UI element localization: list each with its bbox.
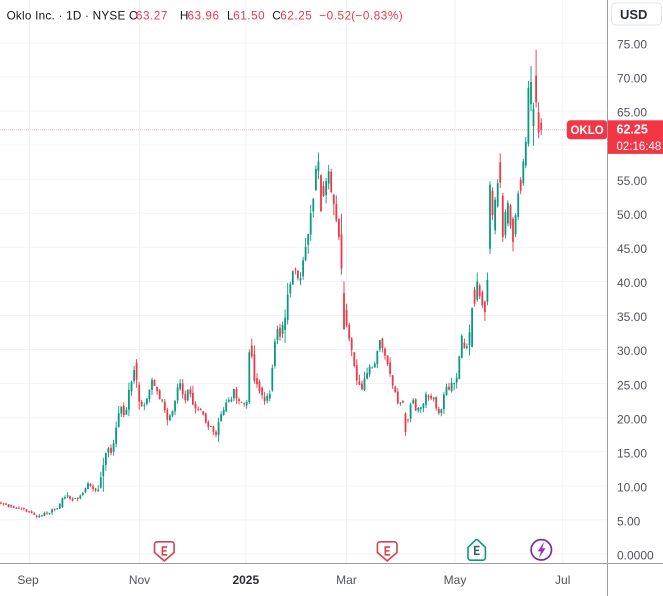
svg-text:2025: 2025 [232,573,259,587]
svg-text:63.96: 63.96 [188,9,220,22]
svg-text:(−0.83%): (−0.83%) [351,9,403,22]
svg-text:10.00: 10.00 [617,481,647,495]
svg-text:−0.52: −0.52 [319,9,351,22]
svg-text:35.00: 35.00 [617,310,647,324]
svg-text:15.00: 15.00 [617,447,647,461]
svg-text:50.00: 50.00 [617,208,647,222]
svg-text:75.00: 75.00 [617,38,647,52]
svg-text:70.00: 70.00 [617,72,647,86]
svg-text:0.0000: 0.0000 [617,549,654,563]
svg-text:L: L [227,9,234,22]
svg-text:20.00: 20.00 [617,412,647,426]
svg-text:5.00: 5.00 [617,515,641,529]
svg-text:62.25: 62.25 [280,9,312,22]
svg-text:Oklo Inc. · 1D · NYSE: Oklo Inc. · 1D · NYSE [7,9,126,22]
svg-text:45.00: 45.00 [617,242,647,256]
svg-text:Mar: Mar [336,573,357,587]
svg-text:Sep: Sep [17,573,39,587]
svg-text:02:16:48: 02:16:48 [617,141,662,153]
svg-text:Nov: Nov [129,573,150,587]
svg-text:H: H [180,9,188,22]
svg-text:61.50: 61.50 [233,9,265,22]
svg-text:30.00: 30.00 [617,344,647,358]
svg-text:C: C [272,9,280,22]
svg-text:62.25: 62.25 [617,122,648,136]
svg-text:65.00: 65.00 [617,106,647,120]
svg-text:63.27: 63.27 [136,9,168,22]
svg-text:25.00: 25.00 [617,378,647,392]
svg-text:Jul: Jul [555,573,570,587]
svg-text:May: May [444,573,467,587]
svg-text:40.00: 40.00 [617,276,647,290]
svg-text:USD: USD [620,7,647,22]
svg-text:55.00: 55.00 [617,174,647,188]
svg-text:O: O [129,9,138,22]
svg-text:OKLO: OKLO [570,125,603,137]
